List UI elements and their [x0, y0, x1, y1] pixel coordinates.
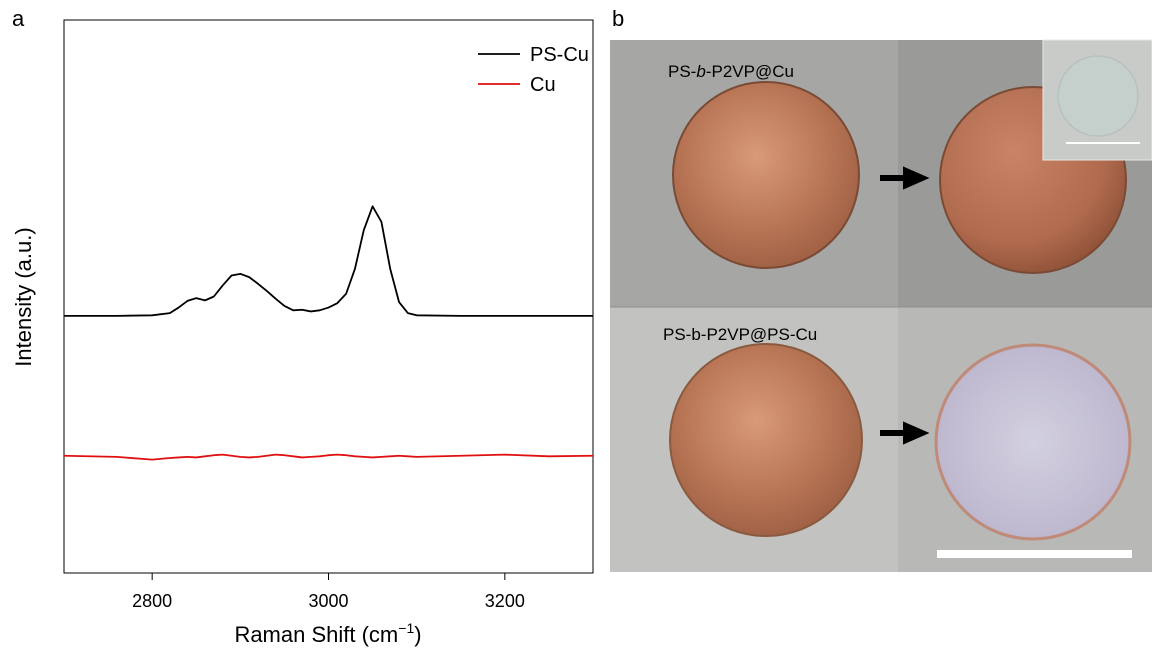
panel-label: a: [12, 6, 25, 31]
photo-label: PS-b-P2VP@Cu: [668, 62, 794, 81]
photo-panel: PS-b-P2VP@Cu PS-b-P2VP@PS-Cu: [610, 39, 1152, 572]
chart: Intensity (a.u.) Raman Shift (cm−1) 2800…: [11, 19, 594, 647]
x-tick-label: 2800: [132, 591, 172, 611]
scale-bar: [937, 550, 1132, 558]
y-axis-label: Intensity (a.u.): [11, 227, 36, 366]
x-tick-label: 3000: [308, 591, 348, 611]
x-tick-label: 3200: [485, 591, 525, 611]
arrow: [880, 166, 930, 190]
copper-disc: [672, 81, 860, 269]
series-line: [63, 453, 594, 461]
inset-disc: [1057, 55, 1139, 137]
plot-frame: [63, 19, 594, 574]
legend-label: PS-Cu: [530, 44, 589, 66]
photo-label-part: b: [696, 62, 705, 81]
x-axis-label-sup: −1: [398, 620, 414, 636]
photo-label-part: -P2VP@Cu: [706, 62, 794, 81]
copper-disc: [669, 343, 863, 537]
x-axis-label-part: Raman Shift (cm: [234, 622, 398, 647]
photo-label-part: PS-: [668, 62, 696, 81]
series-line: [64, 205, 593, 317]
panel-label: b: [612, 6, 624, 31]
x-axis-label-part: ): [414, 622, 421, 647]
x-axis-label: Raman Shift (cm−1): [234, 620, 421, 647]
arrow: [880, 421, 930, 445]
coated-disc: [934, 343, 1132, 541]
photo-label: PS-b-P2VP@PS-Cu: [663, 325, 817, 344]
legend-label: Cu: [530, 74, 556, 96]
